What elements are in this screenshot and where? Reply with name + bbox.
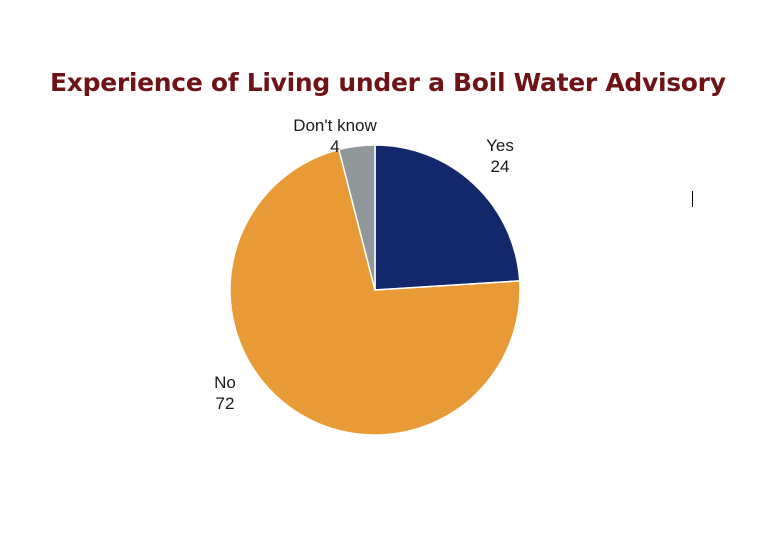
pie-labels: Yes 24 No 72 Don't know 4 (214, 116, 514, 413)
text-cursor-icon (692, 191, 693, 207)
data-label-don-t-know: Don't know 4 (293, 116, 377, 156)
pie-slices (229, 144, 521, 436)
pie-slice-don-t-know (338, 144, 376, 291)
data-label-yes: Yes 24 (486, 136, 514, 176)
data-label-no: No 72 (214, 373, 236, 413)
pie-slice-no (229, 148, 521, 436)
chart-title: Experience of Living under a Boil Water … (50, 68, 726, 97)
pie-slice-yes (374, 144, 521, 291)
